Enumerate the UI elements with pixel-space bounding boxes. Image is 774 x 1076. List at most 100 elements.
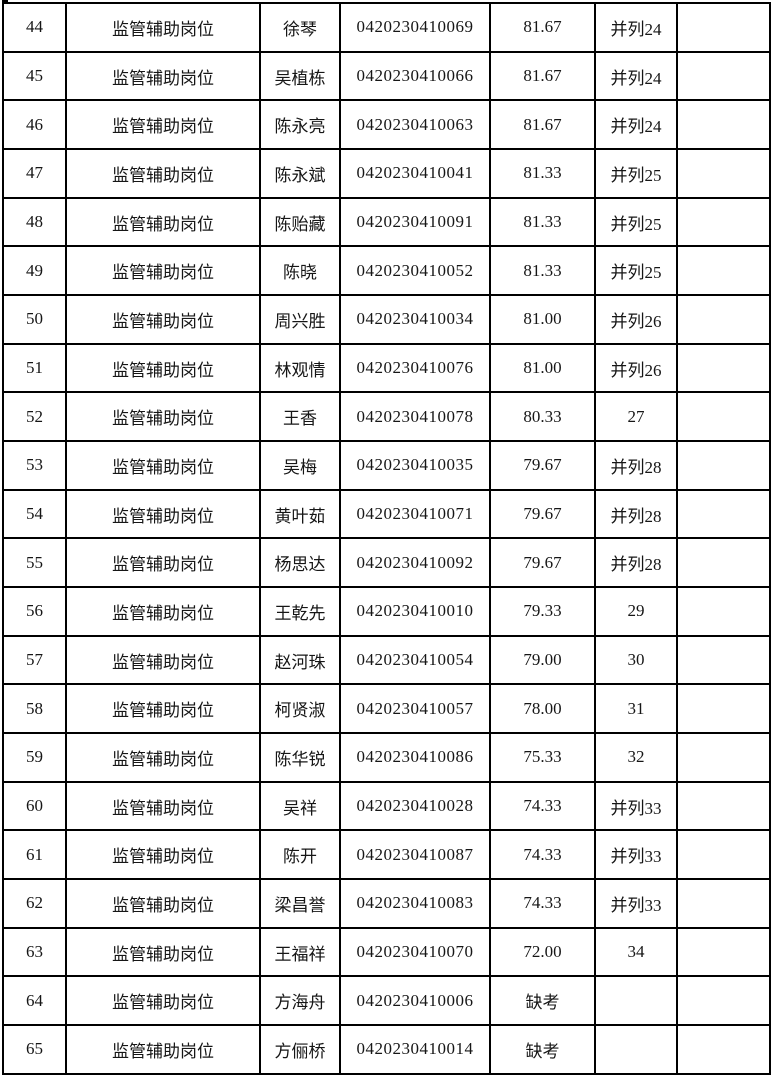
- rank-cell: 并列25: [594, 245, 678, 297]
- table-row: 56 监管辅助岗位 王乾先 0420230410010 79.33 29: [2, 586, 771, 637]
- candidate-name-cell: 林观情: [259, 342, 341, 394]
- candidate-name-cell: 徐琴: [259, 2, 341, 53]
- table-row: 63 监管辅助岗位 王福祥 0420230410070 72.00 34: [2, 926, 771, 978]
- table-row: 62 监管辅助岗位 梁昌誉 0420230410083 74.33 并列33: [2, 878, 771, 929]
- note-cell: [676, 926, 771, 978]
- exam-number-cell: 0420230410069: [339, 2, 491, 53]
- score-cell: 缺考: [489, 1024, 596, 1075]
- note-cell: [676, 99, 771, 151]
- note-cell: [676, 537, 771, 589]
- score-cell: 74.33: [489, 780, 596, 832]
- rank-cell: 31: [594, 683, 678, 735]
- score-cell: 79.67: [489, 440, 596, 491]
- candidate-name-cell: 周兴胜: [259, 294, 341, 345]
- candidate-name-cell: 陈永亮: [259, 99, 341, 151]
- table-row: 50 监管辅助岗位 周兴胜 0420230410034 81.00 并列26: [2, 294, 771, 345]
- rank-cell: [594, 1024, 678, 1075]
- table-row: 64 监管辅助岗位 方海舟 0420230410006 缺考: [2, 975, 771, 1027]
- candidate-name-cell: 梁昌誉: [259, 878, 341, 929]
- row-number-cell: 57: [2, 634, 67, 686]
- position-cell: 监管辅助岗位: [65, 99, 261, 151]
- rank-cell: 34: [594, 926, 678, 978]
- row-number-cell: 44: [2, 2, 67, 53]
- candidate-name-cell: 黄叶茹: [259, 488, 341, 540]
- row-number-cell: 48: [2, 196, 67, 248]
- table-row: 48 监管辅助岗位 陈贻藏 0420230410091 81.33 并列25: [2, 196, 771, 248]
- row-number-cell: 47: [2, 148, 67, 199]
- row-number-cell: 54: [2, 488, 67, 540]
- candidate-name-cell: 陈永斌: [259, 148, 341, 199]
- table-row: 45 监管辅助岗位 吴植栋 0420230410066 81.67 并列24: [2, 50, 771, 102]
- note-cell: [676, 440, 771, 491]
- rank-cell: 并列26: [594, 294, 678, 345]
- note-cell: [676, 391, 771, 443]
- note-cell: [676, 148, 771, 199]
- exam-number-cell: 0420230410010: [339, 586, 491, 637]
- rank-cell: 并列26: [594, 342, 678, 394]
- table-row: 60 监管辅助岗位 吴祥 0420230410028 74.33 并列33: [2, 780, 771, 832]
- score-cell: 78.00: [489, 683, 596, 735]
- score-cell: 72.00: [489, 926, 596, 978]
- row-number-cell: 49: [2, 245, 67, 297]
- position-cell: 监管辅助岗位: [65, 975, 261, 1027]
- note-cell: [676, 50, 771, 102]
- score-cell: 79.67: [489, 537, 596, 589]
- candidate-name-cell: 吴梅: [259, 440, 341, 491]
- table-row: 53 监管辅助岗位 吴梅 0420230410035 79.67 并列28: [2, 440, 771, 491]
- note-cell: [676, 488, 771, 540]
- position-cell: 监管辅助岗位: [65, 926, 261, 978]
- note-cell: [676, 878, 771, 929]
- note-cell: [676, 245, 771, 297]
- score-cell: 81.00: [489, 342, 596, 394]
- table-row: 51 监管辅助岗位 林观情 0420230410076 81.00 并列26: [2, 342, 771, 394]
- table-row: 58 监管辅助岗位 柯贤淑 0420230410057 78.00 31: [2, 683, 771, 735]
- row-number-cell: 46: [2, 99, 67, 151]
- rank-cell: 30: [594, 634, 678, 686]
- table-row: 59 监管辅助岗位 陈华锐 0420230410086 75.33 32: [2, 732, 771, 783]
- exam-number-cell: 0420230410034: [339, 294, 491, 345]
- position-cell: 监管辅助岗位: [65, 780, 261, 832]
- row-number-cell: 45: [2, 50, 67, 102]
- exam-number-cell: 0420230410063: [339, 99, 491, 151]
- score-cell: 81.67: [489, 50, 596, 102]
- position-cell: 监管辅助岗位: [65, 586, 261, 637]
- rank-cell: 并列25: [594, 148, 678, 199]
- scan-edge-artifact: [2, 0, 8, 3]
- rank-cell: 并列33: [594, 829, 678, 881]
- position-cell: 监管辅助岗位: [65, 537, 261, 589]
- table-row: 65 监管辅助岗位 方俪桥 0420230410014 缺考: [2, 1024, 771, 1075]
- rank-cell: 32: [594, 732, 678, 783]
- exam-number-cell: 0420230410006: [339, 975, 491, 1027]
- table-row: 47 监管辅助岗位 陈永斌 0420230410041 81.33 并列25: [2, 148, 771, 199]
- exam-number-cell: 0420230410028: [339, 780, 491, 832]
- score-cell: 81.67: [489, 99, 596, 151]
- position-cell: 监管辅助岗位: [65, 342, 261, 394]
- exam-number-cell: 0420230410083: [339, 878, 491, 929]
- candidate-name-cell: 杨思达: [259, 537, 341, 589]
- note-cell: [676, 634, 771, 686]
- score-cell: 79.33: [489, 586, 596, 637]
- exam-number-cell: 0420230410092: [339, 537, 491, 589]
- exam-number-cell: 0420230410087: [339, 829, 491, 881]
- table-row: 52 监管辅助岗位 王香 0420230410078 80.33 27: [2, 391, 771, 443]
- table-row: 49 监管辅助岗位 陈晓 0420230410052 81.33 并列25: [2, 245, 771, 297]
- score-cell: 74.33: [489, 878, 596, 929]
- candidate-name-cell: 王乾先: [259, 586, 341, 637]
- position-cell: 监管辅助岗位: [65, 829, 261, 881]
- exam-number-cell: 0420230410035: [339, 440, 491, 491]
- position-cell: 监管辅助岗位: [65, 488, 261, 540]
- note-cell: [676, 1024, 771, 1075]
- exam-number-cell: 0420230410070: [339, 926, 491, 978]
- note-cell: [676, 732, 771, 783]
- exam-number-cell: 0420230410078: [339, 391, 491, 443]
- rank-cell: [594, 975, 678, 1027]
- candidate-name-cell: 陈晓: [259, 245, 341, 297]
- exam-number-cell: 0420230410057: [339, 683, 491, 735]
- note-cell: [676, 586, 771, 637]
- position-cell: 监管辅助岗位: [65, 878, 261, 929]
- score-cell: 75.33: [489, 732, 596, 783]
- table-row: 57 监管辅助岗位 赵河珠 0420230410054 79.00 30: [2, 634, 771, 686]
